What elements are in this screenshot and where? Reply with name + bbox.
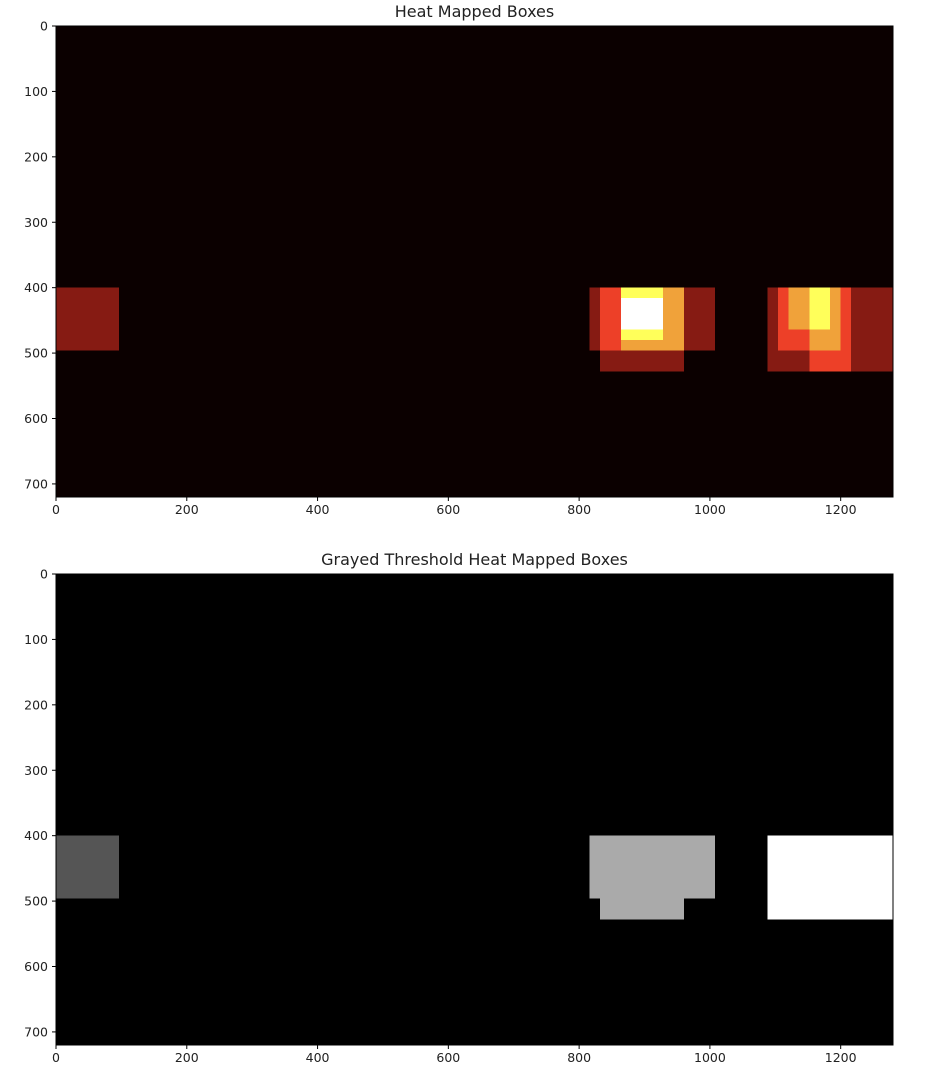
x-tick-label: 400	[306, 502, 330, 517]
grayed-threshold-plot: Grayed Threshold Heat Mapped Boxes 0 200 40…	[24, 550, 894, 1065]
y-tick-label: 100	[24, 632, 48, 647]
x-tick-label: 0	[52, 502, 60, 517]
heat-mapped-boxes-plot: Heat Mapped Boxes 0 200 400 600 800 1000 1200 0 1…	[24, 2, 894, 517]
heatmap-cell	[589, 835, 716, 899]
y-tick-label: 700	[24, 1024, 48, 1039]
x-tick-label: 1200	[825, 1050, 857, 1065]
x-tick-label: 600	[436, 1050, 460, 1065]
y-tick-label: 200	[24, 697, 48, 712]
x-tick-label: 200	[175, 1050, 199, 1065]
heatmap-background	[56, 574, 893, 1045]
y-tick-label: 700	[24, 476, 48, 491]
x-tick-label: 800	[567, 1050, 591, 1065]
y-tick-label: 100	[24, 84, 48, 99]
heatmap-cell	[600, 350, 684, 372]
x-tick-label: 400	[306, 1050, 330, 1065]
x-tick-label: 800	[567, 502, 591, 517]
y-tick-label: 600	[24, 959, 48, 974]
chart-title: Heat Mapped Boxes	[395, 2, 554, 21]
y-tick-label: 300	[24, 215, 48, 230]
x-tick-label: 200	[175, 502, 199, 517]
heatmap-cell	[767, 835, 893, 920]
x-tick-label: 1000	[694, 1050, 726, 1065]
heatmap-cell	[809, 287, 831, 330]
x-tick-label: 1000	[694, 502, 726, 517]
y-tick-label: 500	[24, 346, 48, 361]
plot-frame	[55, 25, 894, 498]
x-tick-label: 600	[436, 502, 460, 517]
heatmap-cell	[600, 287, 621, 351]
x-tick-label: 1200	[825, 502, 857, 517]
heatmap-cell	[809, 329, 841, 351]
heatmap-cell	[56, 835, 119, 899]
heatmap-cell	[620, 298, 663, 330]
heatmap-cell	[600, 898, 684, 920]
y-tick-label: 300	[24, 763, 48, 778]
y-tick-label: 400	[24, 280, 48, 295]
plot-frame	[55, 573, 894, 1046]
heatmap-background	[56, 26, 893, 497]
y-tick-label: 200	[24, 149, 48, 164]
y-tick-label: 400	[24, 828, 48, 843]
y-tick-label: 0	[40, 567, 48, 582]
chart-title: Grayed Threshold Heat Mapped Boxes	[321, 550, 628, 569]
heatmap-cell	[56, 287, 119, 351]
y-tick-label: 500	[24, 894, 48, 909]
y-tick-label: 0	[40, 19, 48, 34]
y-tick-label: 600	[24, 411, 48, 426]
x-tick-label: 0	[52, 1050, 60, 1065]
heatmap-cell	[809, 350, 852, 372]
